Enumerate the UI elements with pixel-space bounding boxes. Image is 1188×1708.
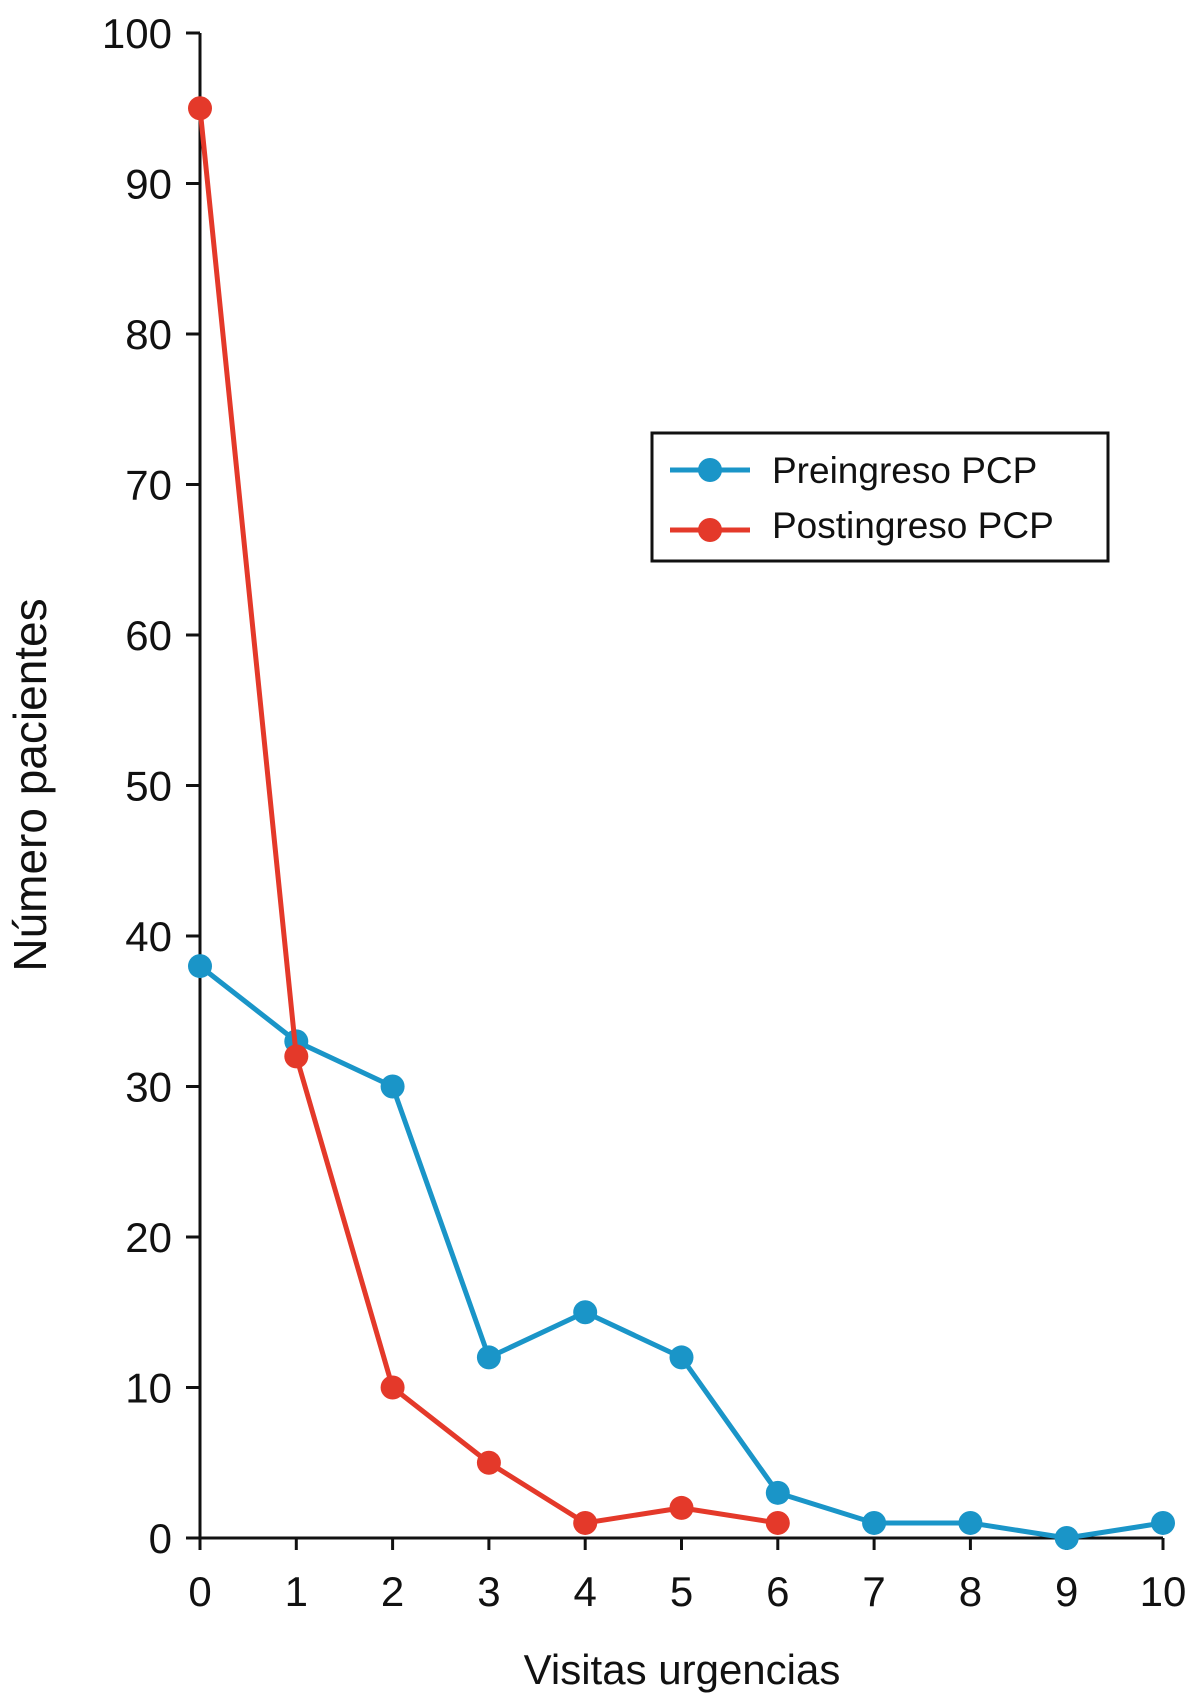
legend-label-postingreso: Postingreso PCP: [772, 505, 1054, 546]
legend: Preingreso PCP Postingreso PCP: [650, 431, 1110, 563]
x-tick-label: 3: [477, 1568, 500, 1615]
data-point-postingreso: [476, 1450, 501, 1475]
x-tick-label: 1: [285, 1568, 308, 1615]
data-point-postingreso: [765, 1510, 790, 1535]
legend-label-preingreso: Preingreso PCP: [772, 450, 1037, 491]
y-tick-label: 90: [125, 161, 172, 208]
y-tick-label: 70: [125, 462, 172, 509]
legend-marker-preingreso: [698, 458, 722, 482]
x-tick-label: 0: [188, 1568, 211, 1615]
x-tick-label: 7: [862, 1568, 885, 1615]
data-point-postingreso: [669, 1495, 694, 1520]
y-tick-label: 100: [102, 10, 172, 57]
series-line-preingreso: [198, 964, 1164, 1541]
legend-box: [650, 431, 1110, 563]
series-postingreso: [188, 96, 790, 1535]
y-tick-label: 10: [125, 1365, 172, 1412]
data-point-postingreso: [188, 96, 212, 121]
series-group: [188, 96, 1175, 1550]
x-tick-label: 6: [766, 1568, 789, 1615]
x-tick-label: 9: [1055, 1568, 1078, 1615]
x-tick-label: 8: [959, 1568, 982, 1615]
data-point-preingreso: [1151, 1510, 1175, 1535]
y-tick-label: 40: [125, 913, 172, 960]
x-axis-label: Visitas urgencias: [524, 1646, 841, 1693]
data-point-preingreso: [573, 1300, 598, 1325]
data-point-preingreso: [669, 1345, 694, 1370]
data-point-postingreso: [380, 1375, 405, 1400]
data-point-preingreso: [476, 1345, 501, 1370]
y-tick-label: 60: [125, 612, 172, 659]
legend-marker-postingreso: [698, 518, 722, 542]
y-tick-label: 80: [125, 311, 172, 358]
x-tick-label: 2: [381, 1568, 404, 1615]
data-point-preingreso: [1054, 1526, 1079, 1550]
data-point-preingreso: [380, 1074, 405, 1099]
axes: 0 10 20 30 40 50 60 70 80 90 100 0 1 2 3 4 5 6 7 8 9 10: [102, 10, 1186, 1615]
y-tick-label: 0: [149, 1515, 172, 1562]
y-axis-label: Número pacientes: [4, 598, 56, 971]
data-point-preingreso: [765, 1480, 790, 1505]
x-tick-label: 10: [1140, 1568, 1187, 1615]
x-tick-label: 4: [574, 1568, 597, 1615]
data-point-preingreso: [958, 1510, 983, 1535]
data-point-preingreso: [862, 1510, 887, 1535]
y-tick-label: 50: [125, 763, 172, 810]
data-point-postingreso: [573, 1510, 598, 1535]
x-tick-label: 5: [670, 1568, 693, 1615]
series-preingreso: [188, 954, 1175, 1550]
series-line-postingreso: [197, 107, 779, 1526]
data-point-postingreso: [284, 1044, 309, 1069]
y-tick-label: 30: [125, 1064, 172, 1111]
data-point-preingreso: [188, 954, 212, 979]
y-tick-label: 20: [125, 1214, 172, 1261]
